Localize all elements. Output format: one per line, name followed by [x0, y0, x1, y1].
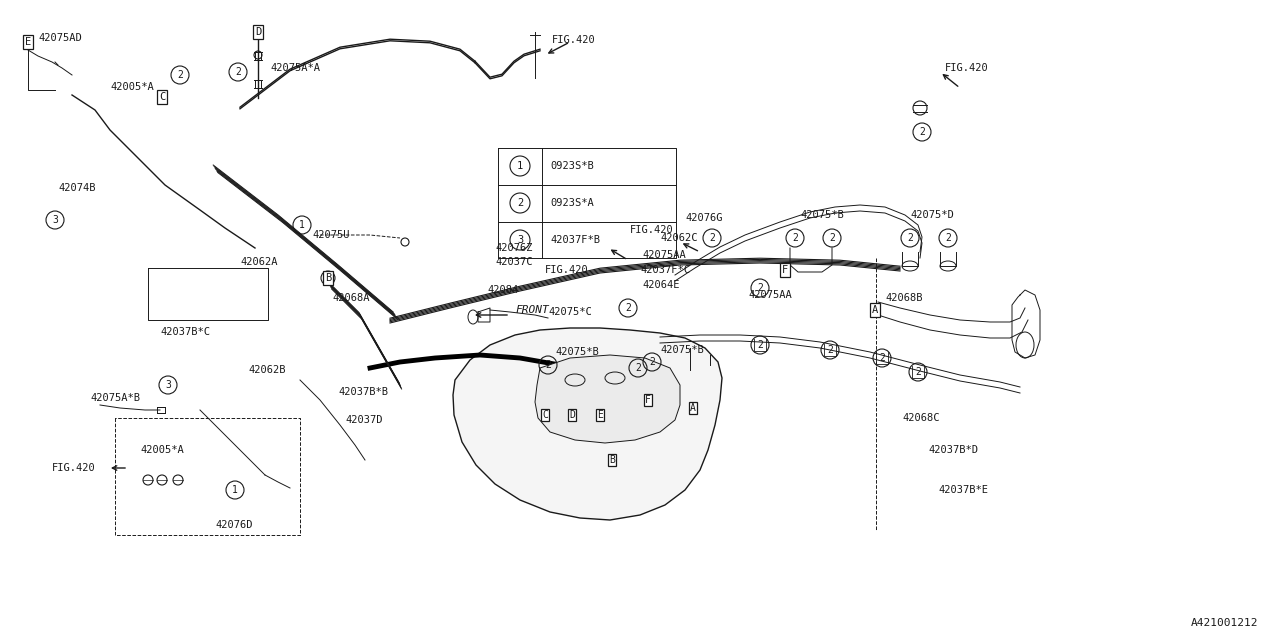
Text: FIG.420: FIG.420	[52, 463, 96, 473]
Text: 1: 1	[517, 161, 524, 171]
Text: 2: 2	[756, 340, 763, 350]
Text: F: F	[645, 395, 652, 405]
Text: F: F	[782, 265, 788, 275]
Text: B: B	[609, 455, 614, 465]
Text: FIG.420: FIG.420	[552, 35, 595, 45]
Text: 2: 2	[625, 303, 631, 313]
Text: C: C	[541, 410, 548, 420]
Text: C: C	[159, 92, 165, 102]
Polygon shape	[535, 355, 680, 443]
Text: 42037B*C: 42037B*C	[160, 327, 210, 337]
Text: 42037C: 42037C	[495, 257, 532, 267]
Text: 2: 2	[236, 67, 241, 77]
Text: 0923S*A: 0923S*A	[550, 198, 594, 208]
Text: 42068C: 42068C	[902, 413, 940, 423]
Text: 42076D: 42076D	[215, 520, 252, 530]
Text: B: B	[325, 273, 332, 283]
Text: 2: 2	[945, 233, 951, 243]
Text: 42074B: 42074B	[58, 183, 96, 193]
Text: 42075AD: 42075AD	[38, 33, 82, 43]
Text: FRONT: FRONT	[515, 305, 549, 315]
Text: 42076Z: 42076Z	[495, 243, 532, 253]
Text: 42076G: 42076G	[685, 213, 722, 223]
Text: A421001212: A421001212	[1190, 618, 1258, 628]
Text: 2: 2	[517, 198, 524, 208]
Text: 42005*A: 42005*A	[140, 445, 184, 455]
Text: 42075A*A: 42075A*A	[270, 63, 320, 73]
Text: A: A	[690, 403, 696, 413]
Text: 42075A*B: 42075A*B	[90, 393, 140, 403]
Text: 2: 2	[177, 70, 183, 80]
Text: 2: 2	[919, 127, 925, 137]
Text: E: E	[596, 410, 603, 420]
Text: 2: 2	[908, 233, 913, 243]
Text: 42037F*C: 42037F*C	[640, 265, 690, 275]
Text: E: E	[24, 37, 31, 47]
Text: 42075*C: 42075*C	[548, 307, 591, 317]
Text: 42037B*B: 42037B*B	[338, 387, 388, 397]
Text: 42037B*E: 42037B*E	[938, 485, 988, 495]
Text: FIG.420: FIG.420	[545, 265, 589, 275]
Text: 42062C: 42062C	[660, 233, 698, 243]
Text: 42064E: 42064E	[643, 280, 680, 290]
Text: 42005*A: 42005*A	[110, 82, 154, 92]
Text: 42075U: 42075U	[312, 230, 349, 240]
Text: D: D	[570, 410, 575, 420]
Text: 42075*B: 42075*B	[556, 347, 599, 357]
Text: 2: 2	[709, 233, 716, 243]
Text: 42084: 42084	[486, 285, 518, 295]
Text: 2: 2	[827, 345, 833, 355]
Text: 3: 3	[165, 380, 172, 390]
Text: 1: 1	[300, 220, 305, 230]
Text: 42037F*B: 42037F*B	[550, 235, 600, 245]
Text: 2: 2	[649, 357, 655, 367]
Text: 42075AA: 42075AA	[643, 250, 686, 260]
Text: 3: 3	[52, 215, 58, 225]
Text: 42075*B: 42075*B	[660, 345, 704, 355]
Text: 2: 2	[879, 353, 884, 363]
Text: D: D	[255, 27, 261, 37]
Text: 2: 2	[545, 360, 550, 370]
Text: FIG.420: FIG.420	[945, 63, 988, 73]
Text: 2: 2	[915, 367, 920, 377]
Text: 2: 2	[829, 233, 835, 243]
Text: 42037D: 42037D	[346, 415, 383, 425]
Polygon shape	[453, 328, 722, 520]
Text: 2: 2	[756, 283, 763, 293]
Text: 2: 2	[635, 363, 641, 373]
Text: 42075*D: 42075*D	[910, 210, 954, 220]
Text: 42062B: 42062B	[248, 365, 285, 375]
Text: 3: 3	[517, 235, 524, 245]
Text: 42068B: 42068B	[884, 293, 923, 303]
Text: 1: 1	[232, 485, 238, 495]
Text: 42062A: 42062A	[241, 257, 278, 267]
Text: 2: 2	[792, 233, 797, 243]
Text: 42075AA: 42075AA	[748, 290, 792, 300]
Text: 42037B*D: 42037B*D	[928, 445, 978, 455]
Text: 42068A: 42068A	[332, 293, 370, 303]
Text: 0923S*B: 0923S*B	[550, 161, 594, 171]
Text: A: A	[872, 305, 878, 315]
Text: 42075*B: 42075*B	[800, 210, 844, 220]
Text: FIG.420: FIG.420	[630, 225, 673, 235]
